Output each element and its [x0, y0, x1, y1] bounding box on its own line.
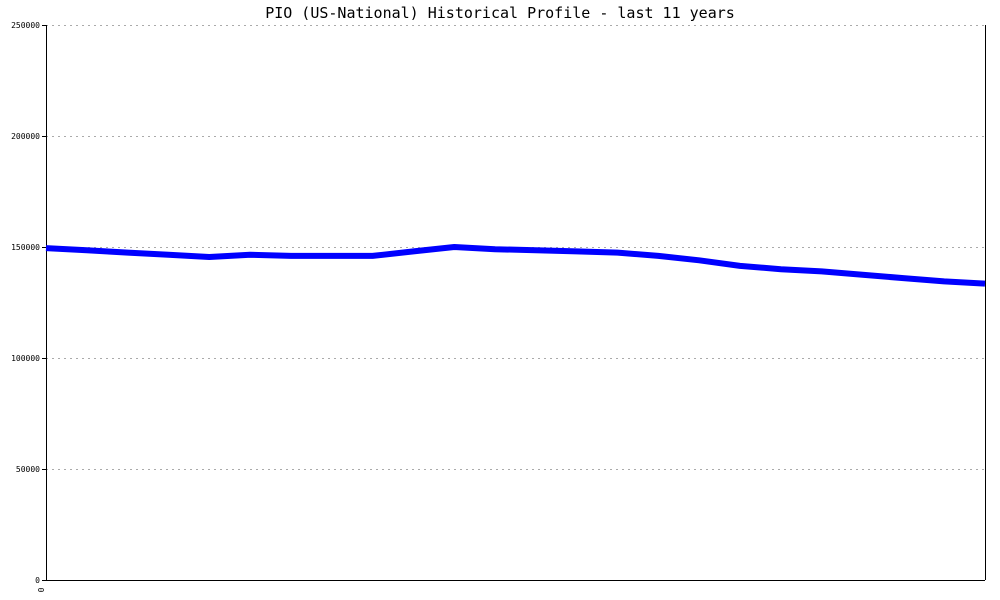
series-line [45, 244, 986, 287]
y-tick-label: 250000 [11, 21, 40, 30]
axes [46, 25, 986, 581]
x-tick-labels: 0 [37, 587, 46, 592]
chart-title: PIO (US-National) Historical Profile - l… [265, 4, 735, 22]
y-tick-labels: 0 50000 100000 150000 200000 250000 [11, 21, 46, 585]
y-tick-label: 50000 [16, 465, 40, 474]
y-tick-label: 150000 [11, 243, 40, 252]
y-tick-label: 100000 [11, 354, 40, 363]
y-tick-label: 200000 [11, 132, 40, 141]
series-layer [45, 244, 986, 287]
y-tick-label: 0 [35, 576, 40, 585]
x-tick-label: 0 [37, 587, 46, 592]
